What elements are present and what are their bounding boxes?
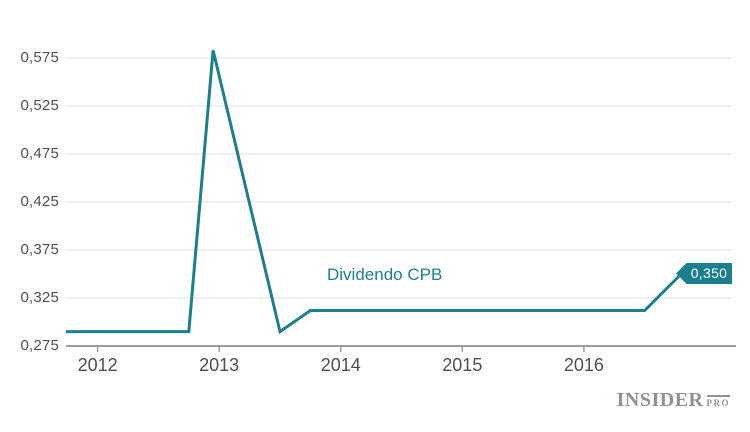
x-axis-label: 2013	[199, 355, 240, 375]
y-axis-label: 0,475	[20, 145, 59, 162]
y-axis-label: 0,575	[20, 49, 59, 66]
logo-pro-text: PRO	[706, 395, 730, 408]
x-axis-label: 2015	[442, 355, 483, 375]
last-value-flag: 0,350	[676, 263, 732, 284]
y-axis-label: 0,525	[20, 97, 59, 114]
y-axis-label: 0,275	[20, 337, 59, 354]
x-axis-label: 2014	[320, 355, 361, 375]
logo-insider-text: INSIDER	[616, 389, 704, 411]
insiderpro-logo: INSIDER PRO	[616, 389, 730, 411]
y-axis-label: 0,425	[20, 193, 59, 210]
last-value-text: 0,350	[690, 265, 728, 281]
x-axis-label: 2012	[77, 355, 118, 375]
series-line	[66, 49, 683, 335]
series-label: Dividendo CPB	[327, 265, 443, 284]
x-axis-label: 2016	[563, 355, 604, 375]
y-axis-label: 0,325	[20, 289, 59, 306]
y-axis-label: 0,375	[20, 241, 59, 258]
